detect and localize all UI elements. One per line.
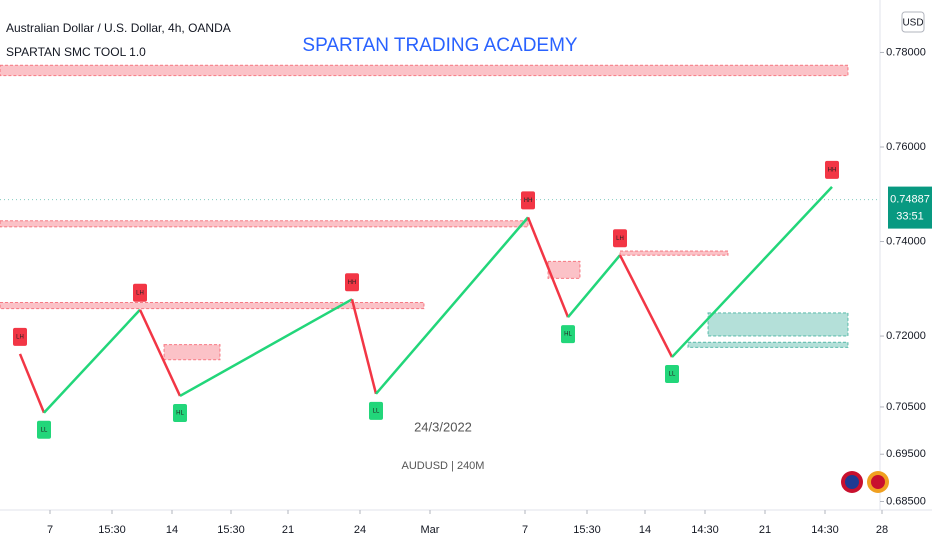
zone	[707, 312, 849, 337]
swing-label: LL	[41, 427, 48, 433]
x-tick-label: 14	[166, 524, 178, 536]
y-tick-label: 0.76000	[886, 141, 926, 153]
y-tick-label: 0.72000	[886, 330, 926, 342]
x-tick-label: 15:30	[217, 524, 245, 536]
swing-label: HH	[524, 198, 533, 204]
last-price-box	[888, 186, 932, 229]
swing-segment	[375, 216, 529, 395]
y-tick-label: 0.74000	[886, 235, 926, 247]
swing-marker	[173, 403, 187, 422]
swing-label: LL	[669, 372, 676, 378]
y-tick-label: 0.70500	[886, 401, 926, 413]
zone	[687, 341, 849, 348]
countdown-label: 33:51	[896, 211, 924, 223]
swing-marker	[825, 160, 839, 179]
flag-icons	[841, 471, 889, 493]
date-note: 24/3/2022	[414, 419, 472, 434]
swing-lines	[18, 186, 833, 414]
flag-icon	[871, 475, 885, 489]
swing-label: LL	[373, 408, 380, 414]
x-tick-label: Mar	[421, 524, 440, 536]
swing-marker	[37, 420, 51, 439]
swing-label: HL	[176, 411, 184, 417]
y-tick-label: 0.68500	[886, 495, 926, 507]
x-tick-label: 15:30	[573, 524, 601, 536]
x-tick-label: 15:30	[98, 524, 126, 536]
swing-label: LH	[16, 335, 24, 341]
zone	[547, 260, 581, 279]
ticker-note: AUDUSD | 240M	[402, 460, 485, 472]
swing-label: HH	[348, 280, 357, 286]
swing-marker	[345, 273, 359, 292]
last-price-label: 0.74887	[890, 194, 930, 206]
swing-label: HH	[828, 167, 837, 173]
flag-icon	[845, 475, 859, 489]
swing-label: LH	[616, 236, 624, 242]
x-tick-label: 14	[639, 524, 651, 536]
zone	[0, 302, 425, 310]
swing-markers: LH LL LH HL HH LL HH HL LH LL HH	[13, 160, 839, 439]
symbol-title: Australian Dollar / U.S. Dollar, 4h, OAN…	[6, 21, 231, 35]
swing-marker	[521, 191, 535, 210]
x-tick-label: 7	[522, 524, 528, 536]
swing-marker	[561, 325, 575, 344]
zone	[0, 220, 529, 228]
x-tick-label: 21	[759, 524, 771, 536]
swing-segment	[18, 353, 46, 414]
x-tick-label: 14:30	[691, 524, 719, 536]
y-tick-label: 0.69500	[886, 448, 926, 460]
x-tick-label: 7	[47, 524, 53, 536]
currency-label: USD	[902, 18, 923, 29]
y-tick-label: 0.78000	[886, 46, 926, 58]
swing-segment	[567, 254, 621, 318]
swing-segment	[618, 254, 674, 358]
swing-marker	[13, 327, 27, 346]
swing-segment	[179, 298, 353, 398]
swing-marker	[613, 229, 627, 248]
axes: 0.78000 0.76000 0.74000 0.72000 0.70500 0.695…	[0, 46, 932, 536]
swing-label: LH	[136, 290, 144, 296]
x-tick-label: 21	[282, 524, 294, 536]
zones	[0, 64, 849, 361]
zone	[619, 250, 729, 256]
swing-marker	[133, 283, 147, 302]
zone	[0, 64, 849, 77]
x-tick-label: 24	[354, 524, 366, 536]
swing-marker	[369, 401, 383, 420]
indicator-name: SPARTAN SMC TOOL 1.0	[6, 45, 146, 59]
zone	[163, 344, 221, 361]
x-tick-label: 14:30	[811, 524, 839, 536]
swing-segment	[43, 308, 141, 414]
currency-button[interactable]	[901, 11, 925, 33]
swing-segment	[671, 186, 833, 358]
swing-marker	[665, 365, 679, 384]
swing-segment	[526, 216, 570, 318]
swing-segment	[138, 309, 182, 397]
swing-segment	[350, 298, 378, 395]
swing-label: HL	[564, 332, 572, 338]
chart-title: SPARTAN TRADING ACADEMY	[302, 35, 578, 56]
x-tick-label: 28	[876, 524, 888, 536]
